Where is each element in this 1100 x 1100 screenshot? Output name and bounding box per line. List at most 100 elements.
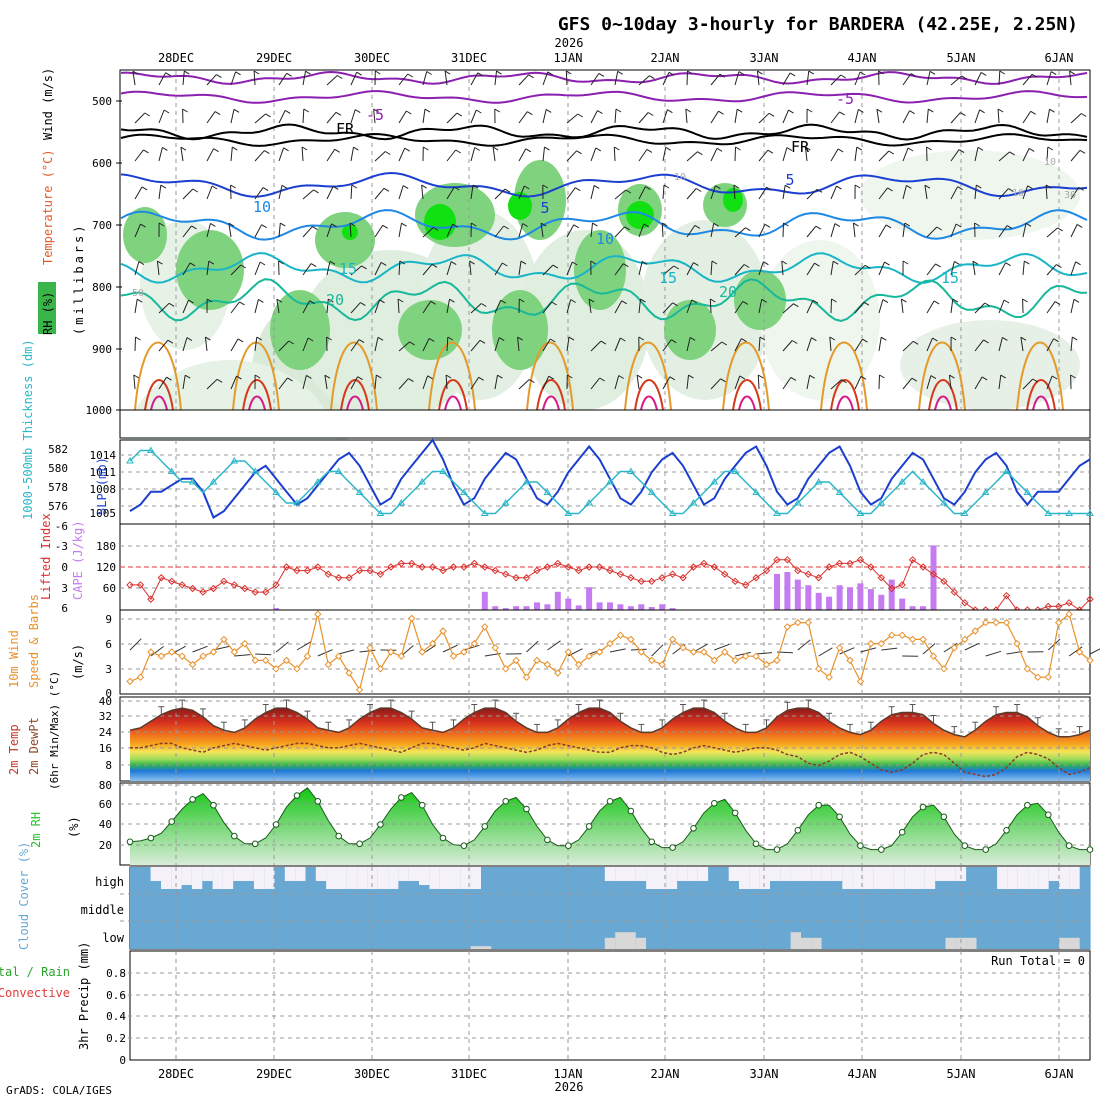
wind-barb-flag (205, 336, 211, 341)
wind-barb (518, 111, 528, 124)
wind-barb (134, 186, 143, 200)
wind-barb-flag (402, 185, 409, 190)
cloud-gap (346, 867, 358, 889)
cloud-gap (904, 867, 916, 889)
wind-barb (518, 223, 524, 238)
rh-moist-patch (664, 300, 716, 360)
wind-barb-flag (688, 374, 694, 379)
wind-barb-flag (638, 336, 645, 341)
wind-barb-flag (261, 224, 267, 229)
wind-speed-marker (908, 635, 917, 644)
wind-barb-flag (711, 260, 718, 265)
wind-barb (302, 337, 309, 352)
wind-speed-marker (460, 648, 468, 656)
wind-barb (782, 222, 784, 238)
wind-barb (781, 260, 784, 276)
cloud-cell (573, 894, 585, 921)
lifted-index-marker (345, 574, 353, 582)
wind-barb-flag (1050, 71, 1057, 76)
wind-barb (206, 74, 217, 86)
cloud-cell (429, 894, 441, 921)
cloud-cell (388, 921, 399, 949)
lifted-index-marker (585, 563, 593, 571)
wind-barb (854, 301, 865, 314)
wind-barb (734, 264, 745, 276)
cloud-cell (945, 921, 957, 949)
lifted-index-marker (752, 574, 760, 582)
wind-speed-marker (835, 644, 844, 652)
wind-barb (1046, 375, 1053, 390)
wind-barb-flag (687, 70, 693, 75)
contour-label: FR (336, 120, 355, 138)
wind-barb-flag (358, 339, 365, 344)
wind-barb-flag (1047, 146, 1054, 151)
wind-speed-marker (261, 656, 270, 665)
lifted-index-marker (314, 563, 322, 571)
wind-barb (926, 263, 936, 276)
wind-barb-flag (191, 225, 197, 230)
contour-label: 10 (674, 172, 686, 183)
cloud-gap (212, 867, 224, 889)
thickness-marker (293, 499, 301, 506)
cloud-low-label: low (102, 931, 124, 945)
wind-barb-flag (876, 108, 883, 113)
wind-barb-flag (337, 75, 343, 79)
wind-barb (278, 147, 285, 162)
wind-barb (878, 374, 880, 390)
wind-barb-flag (570, 299, 576, 303)
wind-barb (206, 378, 218, 390)
rh-saturated-patch (342, 224, 358, 240)
wind-barb-flag (380, 261, 387, 266)
surface-wind-barb (338, 649, 355, 655)
wind-barb (374, 187, 385, 200)
wind-barb-flag (814, 262, 820, 267)
lifted-index-marker (794, 566, 802, 575)
wind-barb (542, 109, 547, 124)
lifted-index-marker (908, 556, 917, 564)
wind-barb-flag (980, 71, 987, 76)
wind-barb (494, 337, 500, 352)
lifted-index-marker (136, 581, 145, 589)
wind-barb-flag (575, 187, 581, 192)
wind-barb (158, 376, 167, 390)
precip-tick-label: 0 (119, 1054, 126, 1067)
wind-barb (349, 222, 352, 238)
lifted-index-marker (188, 584, 197, 593)
cloud-cell (408, 894, 420, 921)
wind-barb-flag (551, 301, 557, 306)
wind-barb-flag (353, 146, 359, 151)
wind-barb-flag (472, 184, 479, 189)
wind-barb-flag (878, 70, 884, 75)
wind-speed-marker (710, 656, 719, 665)
wind-barb (133, 374, 136, 390)
wind-speed-marker (1034, 673, 1042, 681)
lifted-index-marker (408, 559, 416, 568)
wind-barb-flag (1000, 374, 1007, 379)
wind-barb (974, 109, 981, 124)
rh-marker (356, 840, 363, 848)
cloud-gap (625, 867, 637, 881)
surface-hottest-contour (248, 395, 266, 411)
wind-barb-flag (880, 336, 887, 341)
wind-barb-flag (808, 70, 815, 75)
surface-wind-barb (317, 649, 333, 657)
wind-barb-flag (667, 109, 673, 114)
wind-barb-flag (837, 148, 844, 153)
cloud-gap (419, 867, 430, 885)
precip-grid (120, 951, 1090, 1060)
thickness-marker (877, 499, 886, 506)
cloud-cell (222, 894, 234, 921)
wind-barb (469, 261, 472, 276)
li-tick-label: 3 (61, 582, 68, 595)
cloud-gap (831, 867, 843, 881)
slp-frame (119, 439, 1091, 525)
wind-speed-marker (1044, 673, 1052, 681)
wind-barb-flag (444, 70, 451, 75)
temperature-contours (120, 70, 1088, 411)
cloud-cell (130, 894, 141, 921)
rh-marker (1024, 801, 1031, 809)
cape-bar (847, 587, 853, 610)
surface-hottest-contour (640, 395, 658, 411)
